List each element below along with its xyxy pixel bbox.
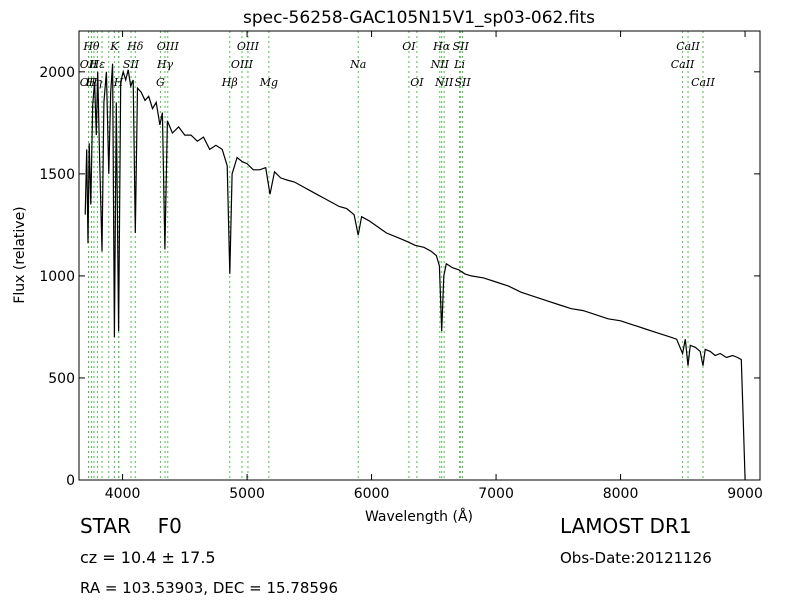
redshift-text: cz = 10.4 ± 17.5: [80, 548, 216, 567]
line-marker-label: Hθ: [82, 40, 100, 53]
y-tick-label: 0: [66, 473, 75, 489]
line-marker-label: Hδ: [126, 40, 144, 53]
survey-name: LAMOST DR1: [560, 514, 692, 538]
x-tick-label: 7000: [478, 486, 514, 502]
line-label-layer: OIIOIIHθHηHεKHSIIHδGHγOIIIHβOIIIOIIIMgNa…: [80, 40, 716, 89]
line-marker-label: CaII: [671, 58, 695, 71]
line-marker-label: CaII: [691, 76, 715, 89]
line-marker-label: Hε: [89, 58, 106, 71]
x-axis: 4000 5000 6000 7000 8000 9000: [105, 31, 763, 502]
plot-frame: [78, 30, 761, 481]
object-subclass: F0: [157, 514, 182, 538]
line-marker-label: SII: [123, 58, 140, 71]
line-marker-label: Na: [349, 58, 366, 71]
x-axis-label: Wavelength (Å): [365, 508, 473, 525]
line-marker-label: CaII: [676, 40, 700, 53]
line-marker-label: OI: [410, 76, 424, 89]
observation-date: Obs-Date:20121126: [560, 549, 712, 567]
y-tick-label: 1000: [39, 269, 75, 285]
line-marker-label: OIII: [157, 40, 180, 53]
spectrum-line: [84, 63, 746, 481]
line-marker-label: NII: [430, 58, 450, 71]
line-marker-label: OIII: [237, 40, 260, 53]
x-tick-label: 9000: [727, 486, 763, 502]
line-marker-label: OI: [402, 40, 416, 53]
line-marker-label: H: [113, 76, 124, 89]
line-marker-label: OII: [80, 58, 98, 71]
line-marker-label: K: [109, 40, 119, 53]
x-tick-label: 5000: [229, 486, 265, 502]
line-marker-label: SII: [453, 40, 470, 53]
line-marker-label: OIII: [231, 58, 254, 71]
y-axis-label: Flux (relative): [12, 206, 28, 303]
line-marker-label: Li: [453, 58, 465, 71]
y-axis: 0 500 1000 1500 2000: [39, 65, 760, 489]
coordinates-text: RA = 103.53903, DEC = 15.78596: [80, 579, 339, 597]
x-tick-label: 6000: [354, 486, 390, 502]
x-tick-label: 4000: [105, 486, 141, 502]
line-marker-label: SII: [454, 76, 471, 89]
y-tick-label: 2000: [39, 65, 75, 81]
line-marker-label: Mg: [259, 76, 278, 89]
y-tick-label: 500: [48, 371, 75, 387]
line-marker-label: Hγ: [156, 58, 174, 71]
object-class-row: STAR F0: [80, 514, 182, 538]
chart-title: spec-56258-GAC105N15V1_sp03-062.fits: [243, 8, 595, 28]
object-class: STAR: [80, 514, 131, 538]
line-marker-layer: [88, 31, 704, 480]
x-tick-label: 8000: [603, 486, 639, 502]
y-tick-label: 1500: [39, 167, 75, 183]
line-marker-label: OII: [80, 76, 98, 89]
line-marker-label: G: [156, 76, 165, 89]
line-marker-label: NII: [434, 76, 454, 89]
line-marker-label: Hβ: [221, 76, 238, 89]
line-marker-label: Hα: [432, 40, 451, 53]
